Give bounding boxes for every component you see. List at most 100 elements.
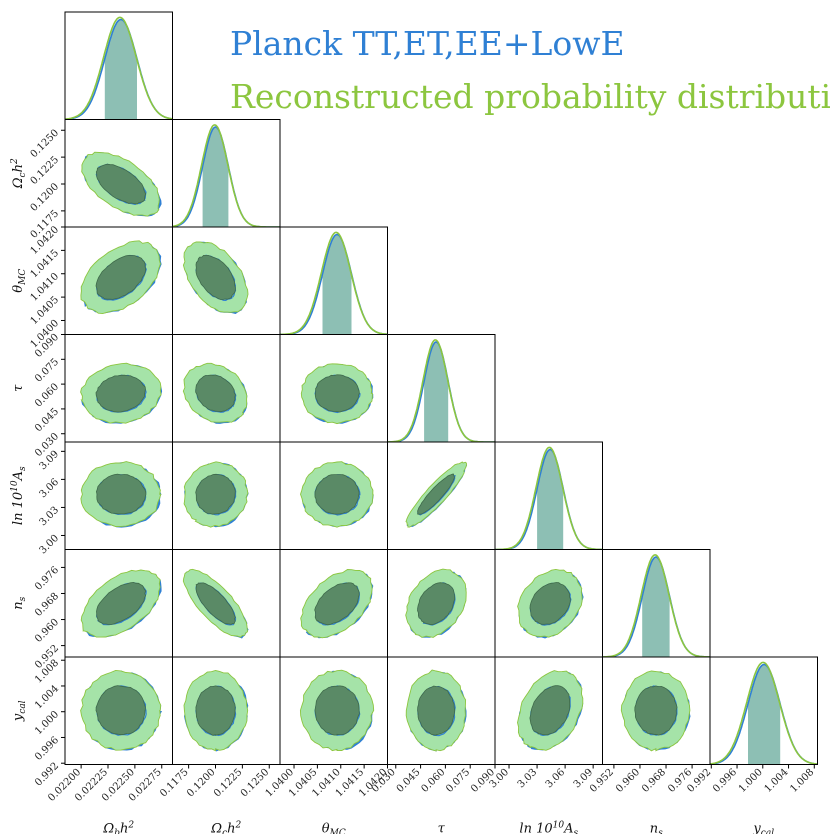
- panel-lnAs-omegach2: [172, 441, 281, 550]
- x-tick-label: 0.968: [640, 767, 668, 795]
- y-tick-label: 0.968: [33, 591, 61, 619]
- panel-omegach2-omegach2: [172, 119, 281, 228]
- x-tick-label: 0.952: [588, 767, 616, 795]
- contour-68-reconstructed: [634, 685, 678, 736]
- marginal-fill: [537, 449, 564, 550]
- y-tick-label: 1.004: [33, 683, 61, 711]
- panel-tau-thetaMC: [279, 334, 388, 443]
- panel-ns-tau: [387, 549, 496, 658]
- x-axis-label-ns: ns: [650, 822, 663, 834]
- y-tick-label: 3.03: [38, 505, 62, 529]
- panel-frame: [709, 656, 818, 765]
- panel-tau-tau: [387, 334, 496, 443]
- x-tick-label: 0.996: [711, 767, 739, 795]
- legend-entry-planck: Planck TT,ET,EE+LowE: [230, 24, 625, 63]
- legend-entry-reconstructed: Reconstructed probability distribution: [230, 77, 830, 116]
- y-tick-label: 3.00: [38, 533, 62, 557]
- panel-ycal-lnAs: 3.00 3.03 3.06 3.09: [488, 656, 603, 791]
- marginal-line-reconstructed: [65, 16, 173, 120]
- y-tick-label: 0.960: [33, 617, 61, 645]
- y-axis-label-lnAs: ln 1010As: [10, 466, 28, 525]
- y-tick-label: 0.1200: [29, 181, 62, 214]
- contour-68-reconstructed: [95, 163, 147, 205]
- y-axis-label-omegach2: Ωch2: [10, 158, 28, 189]
- x-tick-label: 1.008: [788, 767, 816, 795]
- x-axis-label-tau: τ: [438, 822, 446, 834]
- x-axis-label-lnAs: ln 1010As: [519, 821, 578, 834]
- contour-68-reconstructed: [417, 473, 455, 515]
- contour-68-reconstructed: [314, 685, 360, 736]
- contour-68-reconstructed: [529, 582, 571, 625]
- y-tick-label: 0.045: [33, 406, 61, 434]
- contour-68-reconstructed: [95, 254, 147, 300]
- x-axis-label-omegabh2: Ωbh2: [102, 821, 134, 834]
- marginal-fill: [748, 664, 781, 765]
- contour-68-reconstructed: [417, 685, 456, 736]
- panel-lnAs-omegabh2: 3.003.033.063.09: [38, 441, 173, 557]
- marginal-line-reconstructed: [495, 446, 603, 550]
- panel-tau-omegach2: [172, 334, 281, 443]
- marginal-line-reconstructed: [280, 231, 388, 335]
- contour-68-reconstructed: [529, 685, 571, 736]
- y-tick-label: 3.06: [38, 477, 62, 501]
- contour-68-reconstructed: [195, 473, 236, 515]
- panel-omegabh2-omegabh2: [64, 11, 173, 120]
- y-axis-label-thetaMC: θMC: [11, 269, 28, 293]
- marginal-fill: [322, 234, 352, 335]
- contour-68-reconstructed: [195, 255, 236, 300]
- panel-lnAs-lnAs: [494, 441, 603, 550]
- x-tick-label: 0.060: [419, 767, 447, 795]
- y-tick-label: 0.996: [33, 735, 61, 763]
- panel-lnAs-thetaMC: [279, 441, 388, 550]
- x-tick-label: 0.1175: [158, 767, 191, 800]
- x-tick-label: 3.03: [516, 767, 540, 791]
- panel-ns-lnAs: [494, 549, 603, 658]
- x-tick-label: 1.000: [737, 767, 765, 795]
- marginal-fill: [202, 127, 229, 227]
- panel-ns-thetaMC: [279, 549, 388, 658]
- contour-68-reconstructed: [95, 685, 146, 736]
- contour-68-reconstructed: [195, 685, 236, 736]
- panel-thetaMC-omegach2: [172, 226, 281, 335]
- contour-68-reconstructed: [314, 374, 360, 413]
- contour-68-reconstructed: [95, 374, 146, 413]
- panels-layer: 0.11750.12000.12250.12501.04001.04051.04…: [10, 11, 818, 834]
- y-tick-label: 0.060: [33, 381, 61, 409]
- contour-68-reconstructed: [314, 582, 360, 626]
- contour-68-reconstructed: [95, 473, 147, 515]
- contour-68-reconstructed: [195, 374, 236, 413]
- y-tick-label: 0.075: [33, 357, 61, 385]
- panel-thetaMC-thetaMC: [279, 226, 388, 335]
- contour-68-reconstructed: [417, 582, 456, 626]
- x-tick-label: 0.1200: [185, 767, 218, 800]
- contour-68-reconstructed: [195, 582, 236, 625]
- contour-68-reconstructed: [96, 581, 147, 625]
- marginal-fill: [424, 342, 449, 442]
- x-axis-label-thetaMC: θMC: [322, 822, 346, 834]
- y-axis-label-ns: ns: [11, 596, 28, 609]
- x-axis-label-ycal: ycal: [752, 822, 774, 834]
- marginal-fill: [642, 557, 670, 657]
- y-tick-label: 0.1250: [29, 128, 62, 161]
- x-tick-label: 3.06: [544, 767, 568, 791]
- panel-ycal-omegabh2: 0.022000.022250.022500.022750.9920.9961.…: [33, 656, 173, 804]
- y-tick-label: 0.1225: [29, 154, 62, 187]
- x-tick-label: 0.045: [395, 767, 423, 795]
- x-tick-label: 0.960: [614, 767, 642, 795]
- x-tick-label: 0.1225: [212, 767, 245, 800]
- marginal-fill: [104, 19, 137, 120]
- y-axis-label-tau: τ: [11, 384, 26, 392]
- panel-ns-ns: [602, 549, 711, 658]
- x-tick-label: 1.004: [763, 767, 791, 795]
- marginal-line-reconstructed: [602, 554, 710, 657]
- y-axis-label-ycal: ycal: [11, 700, 28, 722]
- panel-ns-omegach2: [172, 549, 281, 658]
- x-axis-label-omegach2: Ωch2: [210, 821, 241, 834]
